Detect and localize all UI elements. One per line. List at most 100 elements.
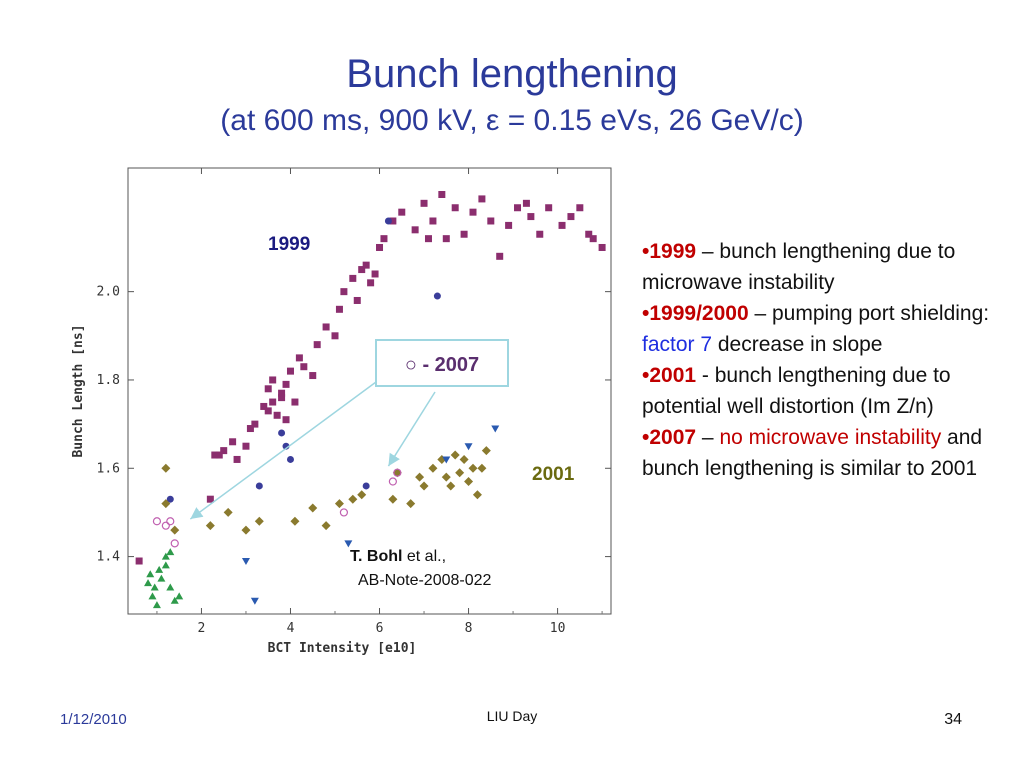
point-1999 xyxy=(353,296,361,304)
x-tick-label: 10 xyxy=(550,621,566,636)
point-1999 xyxy=(286,367,294,375)
point-1999 xyxy=(313,341,321,349)
point-2001 xyxy=(415,472,425,482)
point-1999 xyxy=(269,376,277,384)
point-1999 xyxy=(322,323,330,331)
slide-date: 1/12/2010 xyxy=(60,711,127,728)
point-1999 xyxy=(380,235,388,243)
point-triangle-up xyxy=(170,596,179,604)
point-2001 xyxy=(161,463,171,473)
point-triangle-down xyxy=(250,597,259,605)
point-1999 xyxy=(264,407,272,415)
point-2001 xyxy=(459,454,469,464)
point-1999 xyxy=(278,389,286,397)
reference-author: T. Bohl et al., xyxy=(350,548,446,565)
point-2001 xyxy=(388,494,398,504)
point-1999 xyxy=(206,495,214,503)
point-1999 xyxy=(398,208,406,216)
point-1999 xyxy=(505,221,513,229)
slide-subtitle: (at 600 ms, 900 kV, ε = 0.15 eVs, 26 GeV… xyxy=(220,104,804,137)
point-1999 xyxy=(371,270,379,278)
x-tick-label: 4 xyxy=(287,621,295,636)
point-1999 xyxy=(460,230,468,238)
bullet-marker: • xyxy=(642,364,650,387)
point-triangle-up xyxy=(161,552,170,560)
point-1999 xyxy=(411,226,419,234)
y-tick-label: 1.6 xyxy=(97,461,120,476)
bullet-emph: 2001 xyxy=(649,364,697,387)
point-1999 xyxy=(215,451,223,459)
callout-arrow-long xyxy=(189,381,377,520)
bullet-1999: •1999 – bunch lengthening due to microwa… xyxy=(642,236,992,298)
point-1999-2000 xyxy=(166,495,174,503)
point-1999 xyxy=(536,230,544,238)
point-1999 xyxy=(269,398,277,406)
x-tick-label: 8 xyxy=(465,621,473,636)
point-triangle-up xyxy=(166,548,175,556)
point-1999 xyxy=(242,442,250,450)
point-1999 xyxy=(527,213,535,221)
point-1999-2000 xyxy=(286,455,294,463)
point-1999 xyxy=(233,455,241,463)
y-tick-label: 1.8 xyxy=(97,373,120,388)
bullet-highlight: no microwave instability xyxy=(719,426,942,449)
point-2001 xyxy=(321,521,331,531)
point-1999-2000 xyxy=(255,482,263,490)
callout-box xyxy=(375,339,509,387)
point-1999 xyxy=(576,204,584,212)
point-2001 xyxy=(205,521,215,531)
callout-arrow-short xyxy=(387,391,436,467)
y-axis-label: Bunch Length [ns] xyxy=(71,324,86,457)
point-triangle-up xyxy=(146,570,155,578)
point-1999 xyxy=(438,190,446,198)
point-1999 xyxy=(260,402,268,410)
point-2001 xyxy=(477,463,487,473)
point-2007 xyxy=(393,468,402,477)
point-triangle-up xyxy=(157,574,166,582)
point-2001 xyxy=(455,468,465,478)
point-2001 xyxy=(357,490,367,500)
slide-title: Bunch lengthening xyxy=(346,52,678,96)
point-triangle-up xyxy=(155,565,164,573)
x-tick-label: 6 xyxy=(376,621,384,636)
point-2007 xyxy=(166,517,175,526)
bullet-marker: • xyxy=(642,240,650,263)
y-tick-label: 1.4 xyxy=(97,550,121,565)
reference-note: AB-Note-2008-022 xyxy=(358,572,492,589)
point-1999 xyxy=(349,274,357,282)
point-1999 xyxy=(295,354,303,362)
bullet-emph: 1999 xyxy=(649,240,697,263)
point-1999 xyxy=(545,204,553,212)
point-2001 xyxy=(308,503,318,513)
bullet-tail: decrease in slope xyxy=(712,333,883,356)
y-tick-label: 2.0 xyxy=(97,285,120,300)
point-1999 xyxy=(229,438,237,446)
bullet-tail: and bunch lengthening is similar to 2001 xyxy=(642,426,983,480)
label-1999: 1999 xyxy=(268,234,310,255)
label-2001: 2001 xyxy=(532,464,575,485)
point-1999 xyxy=(514,204,522,212)
point-1999 xyxy=(598,243,606,251)
point-2001 xyxy=(419,481,429,491)
point-1999 xyxy=(451,204,459,212)
point-triangle-up xyxy=(166,583,175,591)
point-triangle-down xyxy=(241,558,250,566)
point-2001 xyxy=(472,490,482,500)
point-2001 xyxy=(450,450,460,460)
point-1999 xyxy=(278,394,286,402)
point-triangle-down xyxy=(464,443,473,451)
point-triangle-up xyxy=(144,579,153,587)
point-2001 xyxy=(481,446,491,456)
point-1999 xyxy=(424,235,432,243)
point-2007 xyxy=(170,539,179,548)
point-2001 xyxy=(223,507,233,517)
point-2001 xyxy=(170,525,180,535)
point-1999 xyxy=(567,213,575,221)
bullet-list: •1999 – bunch lengthening due to microwa… xyxy=(642,236,992,484)
bullet-marker: • xyxy=(642,302,650,325)
point-triangle-up xyxy=(150,583,159,591)
bullet-text: – pumping port shielding: xyxy=(748,302,990,325)
point-2001 xyxy=(464,477,474,487)
x-tick-label: 2 xyxy=(198,621,206,636)
point-1999 xyxy=(487,217,495,225)
